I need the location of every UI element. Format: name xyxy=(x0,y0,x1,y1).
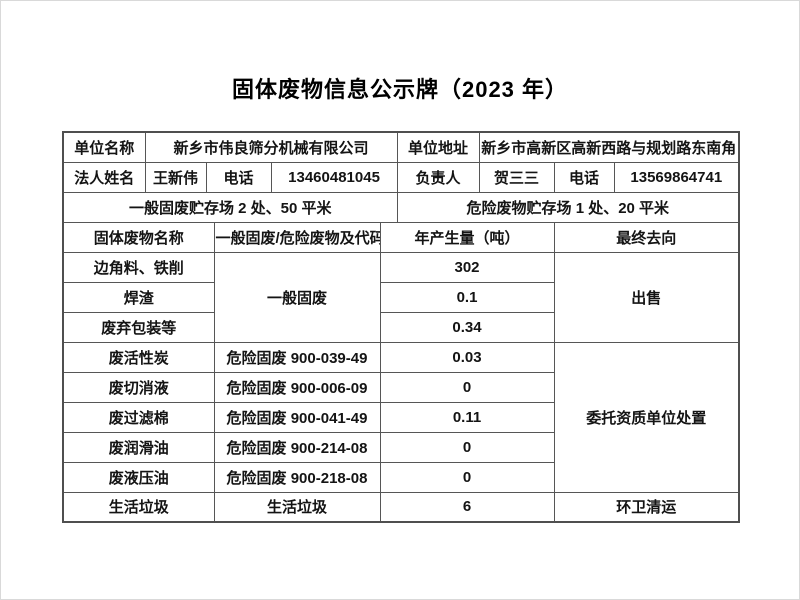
header-annual-amount: 年产生量（吨） xyxy=(379,221,555,253)
unit-name-value: 新乡市伟良筛分机械有限公司 xyxy=(144,131,398,163)
page-title: 固体废物信息公示牌（2023 年） xyxy=(231,77,569,102)
waste-amount-cell: 0.1 xyxy=(379,281,555,313)
phone-value-1: 13460481045 xyxy=(270,161,398,193)
manager-label: 负责人 xyxy=(396,161,480,193)
waste-name-cell: 废切消液 xyxy=(62,371,215,403)
destination-cell-entrusted: 委托资质单位处置 xyxy=(553,341,740,493)
legal-person-label: 法人姓名 xyxy=(62,161,146,193)
table-row: 废活性炭 危险固废 900-039-49 0.03 委托资质单位处置 xyxy=(62,341,740,493)
header-type-code: 一般固废/危险废物及代码 xyxy=(213,221,381,253)
waste-amount-cell: 6 xyxy=(379,491,555,523)
waste-name-cell: 焊渣 xyxy=(62,281,215,313)
header-destination: 最终去向 xyxy=(553,221,740,253)
waste-name-cell: 废液压油 xyxy=(62,461,215,493)
header-waste-name: 固体废物名称 xyxy=(62,221,215,253)
row-storage: 一般固废贮存场 2 处、50 平米 危险废物贮存场 1 处、20 平米 xyxy=(62,191,740,223)
waste-amount-cell: 302 xyxy=(379,251,555,283)
waste-name-cell: 废活性炭 xyxy=(62,341,215,373)
destination-cell-sale: 出售 xyxy=(553,251,740,343)
waste-code-cell: 危险固废 900-039-49 xyxy=(213,341,381,373)
table-row: 废过滤棉 危险固废 900-041-49 0.11 xyxy=(62,401,739,433)
table-row: 边角料、铁削 一般固废 302 出售 xyxy=(62,251,740,343)
waste-code-cell: 危险固废 900-214-08 xyxy=(213,431,381,463)
waste-name-cell: 废过滤棉 xyxy=(62,401,215,433)
table-row: 废切消液 危险固废 900-006-09 0 xyxy=(62,371,739,403)
row-headers: 固体废物名称 一般固废/危险废物及代码 年产生量（吨） 最终去向 xyxy=(62,221,740,253)
waste-code-cell: 危险固废 900-006-09 xyxy=(213,371,381,403)
phone-label-2: 电话 xyxy=(553,161,615,193)
table-row: 废润滑油 危险固废 900-214-08 0 xyxy=(62,431,739,463)
hazard-storage-cell: 危险废物贮存场 1 处、20 平米 xyxy=(396,191,740,223)
waste-name-cell: 废弃包装等 xyxy=(62,311,215,343)
waste-name-cell: 边角料、铁削 xyxy=(62,251,215,283)
waste-notice-table: 单位名称 新乡市伟良筛分机械有限公司 单位地址 新乡市高新区高新西路与规划路东南… xyxy=(62,131,741,523)
phone-value-2: 13569864741 xyxy=(613,161,740,193)
row-unit-info: 单位名称 新乡市伟良筛分机械有限公司 单位地址 新乡市高新区高新西路与规划路东南… xyxy=(62,131,740,163)
waste-amount-cell: 0.34 xyxy=(379,311,555,343)
waste-code-cell: 危险固废 900-218-08 xyxy=(213,461,381,493)
waste-amount-cell: 0.03 xyxy=(379,341,555,373)
phone-label-1: 电话 xyxy=(205,161,272,193)
table-row: 废弃包装等 0.34 xyxy=(62,311,739,343)
waste-name-cell: 废润滑油 xyxy=(62,431,215,463)
manager-value: 贺三三 xyxy=(478,161,555,193)
unit-addr-label: 单位地址 xyxy=(396,131,480,163)
row-contacts: 法人姓名 王新伟 电话 13460481045 负责人 贺三三 电话 13569… xyxy=(62,161,740,193)
waste-name-cell: 生活垃圾 xyxy=(62,491,215,523)
unit-addr-value: 新乡市高新区高新西路与规划路东南角 xyxy=(478,131,740,163)
waste-type-cell: 一般固废 xyxy=(213,251,381,343)
general-storage-cell: 一般固废贮存场 2 处、50 平米 xyxy=(62,191,398,223)
waste-amount-cell: 0 xyxy=(379,371,555,403)
table-row: 焊渣 0.1 xyxy=(62,281,739,313)
unit-name-label: 单位名称 xyxy=(62,131,146,163)
waste-amount-cell: 0 xyxy=(379,461,555,493)
waste-type-cell: 生活垃圾 xyxy=(213,491,381,523)
waste-amount-cell: 0 xyxy=(379,431,555,463)
waste-code-cell: 危险固废 900-041-49 xyxy=(213,401,381,433)
legal-person-value: 王新伟 xyxy=(144,161,207,193)
destination-cell-sanitation: 环卫清运 xyxy=(553,491,740,523)
table-row: 生活垃圾 生活垃圾 6 环卫清运 xyxy=(62,491,740,523)
waste-amount-cell: 0.11 xyxy=(379,401,555,433)
